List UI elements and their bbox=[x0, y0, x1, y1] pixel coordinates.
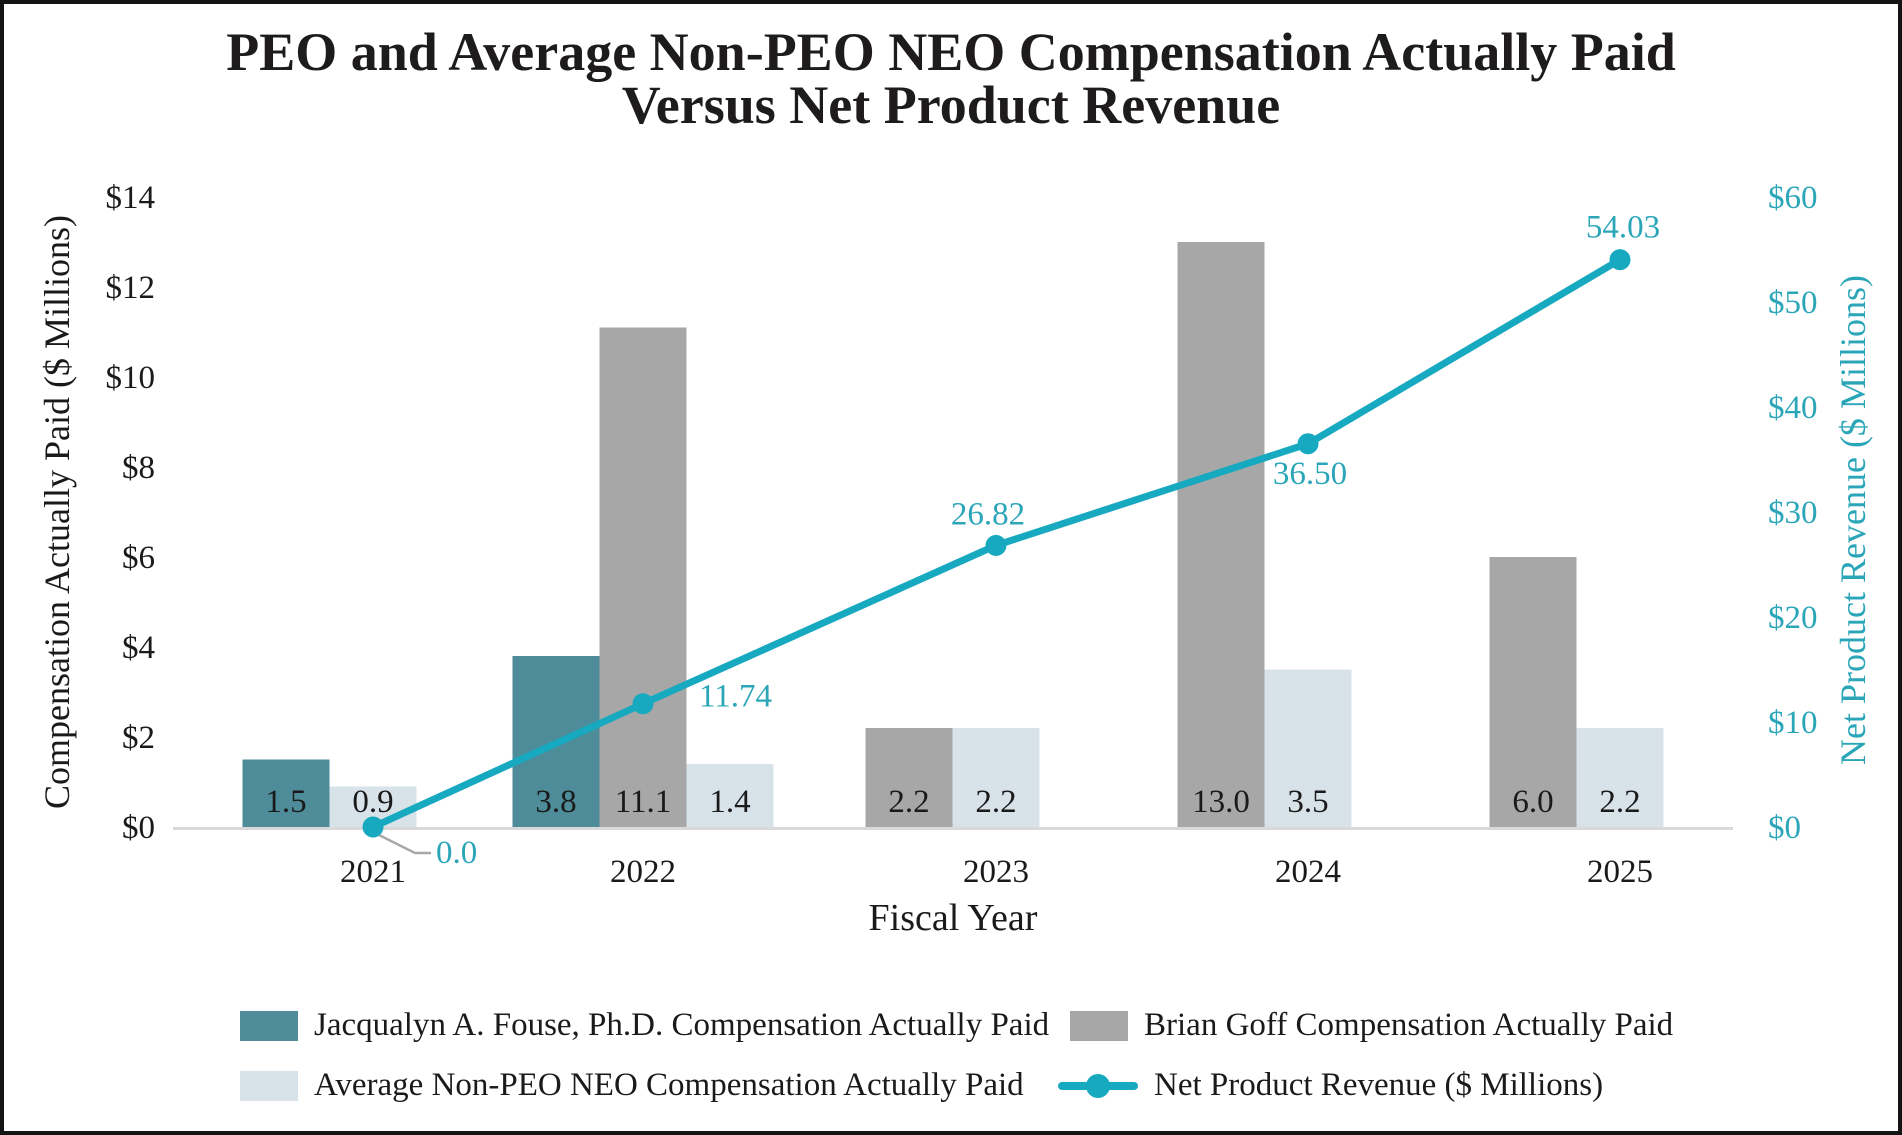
bar-value-label-avg-2023: 2.2 bbox=[975, 784, 1016, 820]
left-axis-tick-0: $0 bbox=[122, 810, 155, 846]
revenue-value-label-2023: 26.82 bbox=[951, 496, 1025, 532]
bar-value-label-avg-2022: 1.4 bbox=[709, 784, 750, 820]
right-axis-tick-20: $20 bbox=[1768, 600, 1818, 636]
revenue-value-label-2024: 36.50 bbox=[1273, 456, 1347, 492]
bar-avg-2023 bbox=[952, 728, 1040, 827]
bar-value-label-goff-2022: 11.1 bbox=[615, 784, 672, 820]
revenue-point-2024 bbox=[1297, 433, 1319, 455]
left-axis-tick-14: $14 bbox=[106, 180, 156, 216]
left-axis-tick-2: $2 bbox=[122, 720, 155, 756]
bar-goff-2024 bbox=[1177, 242, 1265, 827]
right-axis-tick-40: $40 bbox=[1768, 390, 1818, 426]
x-axis-title: Fiscal Year bbox=[868, 897, 1038, 939]
x-axis-label-2021: 2021 bbox=[340, 854, 406, 890]
bar-goff-2022 bbox=[599, 327, 687, 827]
bar-avg-2025 bbox=[1576, 728, 1664, 827]
right-axis-tick-30: $30 bbox=[1768, 495, 1818, 531]
x-axis-label-2024: 2024 bbox=[1275, 854, 1341, 890]
right-axis-tick-0: $0 bbox=[1768, 810, 1801, 846]
x-axis-label-2022: 2022 bbox=[610, 854, 676, 890]
bar-value-label-avg-2025: 2.2 bbox=[1599, 784, 1640, 820]
chart-title-line2: Versus Net Product Revenue bbox=[621, 75, 1281, 135]
revenue-point-2021 bbox=[362, 816, 384, 838]
bar-value-label-avg-2021: 0.9 bbox=[352, 784, 393, 820]
revenue-point-2022 bbox=[632, 693, 654, 715]
left-axis-tick-8: $8 bbox=[122, 450, 155, 486]
right-axis-tick-10: $10 bbox=[1768, 705, 1818, 741]
revenue-point-2025 bbox=[1609, 249, 1631, 271]
bar-goff-2023 bbox=[865, 728, 953, 827]
x-axis-label-2023: 2023 bbox=[963, 854, 1029, 890]
bar-value-label-goff-2025: 6.0 bbox=[1512, 784, 1553, 820]
bar-value-label-avg-2024: 3.5 bbox=[1287, 784, 1328, 820]
bar-avg-2022 bbox=[686, 764, 774, 827]
bar-value-label-fouse-2021: 1.5 bbox=[265, 784, 306, 820]
callout-leader-line bbox=[376, 832, 431, 855]
bar-fouse-2021 bbox=[242, 759, 330, 827]
bar-goff-2025 bbox=[1489, 557, 1577, 827]
chart-title: PEO and Average Non-PEO NEO Compensation… bbox=[0, 22, 1902, 135]
left-axis-tick-12: $12 bbox=[106, 270, 156, 306]
bar-value-label-goff-2023: 2.2 bbox=[888, 784, 929, 820]
bar-value-label-goff-2024: 13.0 bbox=[1192, 784, 1250, 820]
right-axis-tick-50: $50 bbox=[1768, 285, 1818, 321]
revenue-value-label-2021: 0.0 bbox=[436, 835, 477, 871]
chart-title-line1: PEO and Average Non-PEO NEO Compensation… bbox=[226, 22, 1676, 82]
right-axis-tick-60: $60 bbox=[1768, 180, 1818, 216]
bar-value-label-fouse-2022: 3.8 bbox=[535, 784, 576, 820]
revenue-point-2023 bbox=[985, 534, 1007, 556]
bar-avg-2024 bbox=[1264, 669, 1352, 827]
left-axis-tick-10: $10 bbox=[106, 360, 156, 396]
left-axis-tick-4: $4 bbox=[122, 630, 155, 666]
left-axis-tick-6: $6 bbox=[122, 540, 155, 576]
x-axis-label-2025: 2025 bbox=[1587, 854, 1653, 890]
revenue-value-label-2022: 11.74 bbox=[699, 679, 772, 715]
revenue-value-label-2025: 54.03 bbox=[1586, 210, 1660, 246]
